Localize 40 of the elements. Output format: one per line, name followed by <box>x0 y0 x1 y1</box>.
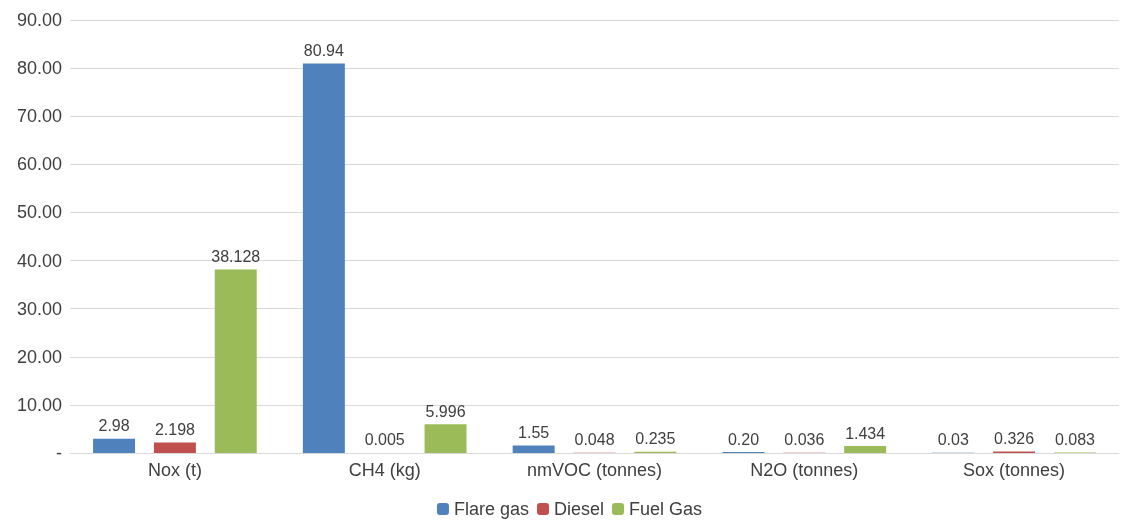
x-tick-label: Sox (tonnes) <box>963 460 1066 480</box>
legend-label: Fuel Gas <box>629 499 703 519</box>
data-label: 38.128 <box>211 248 261 266</box>
legend-label: Diesel <box>553 499 605 519</box>
bar <box>512 445 555 453</box>
data-label: 0.235 <box>635 430 676 448</box>
y-tick-label: 50.00 <box>16 202 62 223</box>
data-label: 0.083 <box>1054 431 1096 449</box>
bar <box>93 438 136 453</box>
x-tick-label: N2O (tonnes) <box>750 460 859 480</box>
y-tick-label: 70.00 <box>16 106 62 127</box>
data-label: 5.996 <box>425 402 466 420</box>
bar <box>214 269 257 453</box>
data-label: 2.198 <box>154 420 196 438</box>
data-label: 1.55 <box>518 424 550 442</box>
y-tick-label: 60.00 <box>16 154 62 175</box>
data-label: 80.94 <box>303 42 344 60</box>
y-tick-label: 90.00 <box>16 10 62 30</box>
x-tick-label: nmVOC (tonnes) <box>526 460 663 480</box>
data-label: 1.434 <box>845 424 886 442</box>
data-label: 0.005 <box>364 431 405 449</box>
data-label: 0.036 <box>784 431 825 449</box>
data-label: 0.03 <box>937 431 969 449</box>
bar <box>424 424 467 453</box>
y-tick-label: 40.00 <box>16 250 62 271</box>
y-tick-label: 20.00 <box>16 346 62 367</box>
data-label: 0.20 <box>727 430 760 448</box>
data-label: 2.98 <box>98 417 130 435</box>
bar <box>302 63 345 453</box>
y-tick-label: 30.00 <box>16 298 62 319</box>
bar <box>153 442 196 453</box>
y-tick-label: 10.00 <box>16 394 62 415</box>
data-label: 0.048 <box>574 431 615 449</box>
y-tick-label: - <box>56 443 62 463</box>
y-tick-label: 80.00 <box>16 58 62 79</box>
x-tick-label: Nox (t) <box>147 460 202 480</box>
bar <box>844 446 887 453</box>
legend-label: Flare gas <box>453 499 530 519</box>
x-tick-label: CH4 (kg) <box>348 460 421 480</box>
data-label: 0.326 <box>994 429 1035 447</box>
